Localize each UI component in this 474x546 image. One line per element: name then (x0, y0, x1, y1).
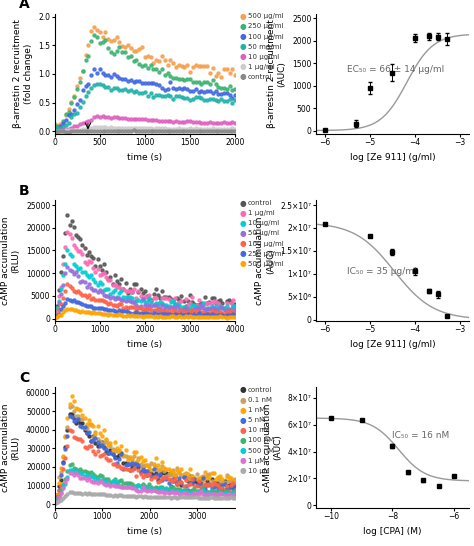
Y-axis label: β-arrestin 2 recruitment
(AUC): β-arrestin 2 recruitment (AUC) (267, 20, 286, 128)
Text: ●: ● (239, 436, 246, 445)
Text: 1 µg/ml: 1 µg/ml (247, 64, 274, 70)
Text: ●: ● (239, 32, 246, 41)
Text: ●: ● (239, 229, 246, 238)
Text: 5 nM: 5 nM (247, 417, 265, 423)
X-axis label: time (s): time (s) (128, 526, 163, 536)
X-axis label: time (s): time (s) (128, 340, 163, 349)
X-axis label: log [CPA] (M): log [CPA] (M) (363, 526, 422, 536)
Text: 500 nM: 500 nM (247, 448, 274, 454)
Text: 500 µg/ml: 500 µg/ml (247, 261, 283, 267)
Text: C: C (19, 371, 29, 384)
Text: ●: ● (239, 209, 246, 218)
Text: ●: ● (239, 199, 246, 207)
Text: 1 µg/ml: 1 µg/ml (247, 210, 274, 216)
Text: 10 nM: 10 nM (247, 428, 269, 434)
Text: ●: ● (239, 42, 246, 51)
Y-axis label: cAMP accumulation
(AUC): cAMP accumulation (AUC) (263, 403, 282, 492)
Text: ●: ● (239, 219, 246, 228)
Text: IC₅₀ = 35 µg/ml: IC₅₀ = 35 µg/ml (347, 267, 417, 276)
Text: ●: ● (239, 416, 246, 425)
Text: 10 µg/ml: 10 µg/ml (247, 221, 279, 227)
X-axis label: log [Ze 911] (g/ml): log [Ze 911] (g/ml) (350, 340, 435, 349)
Text: 10 µM: 10 µM (247, 468, 269, 474)
Text: A: A (19, 0, 30, 11)
Text: 100 nM: 100 nM (247, 437, 274, 443)
Text: 50 mg/ml: 50 mg/ml (247, 44, 281, 50)
Text: 100 µg/ml: 100 µg/ml (247, 241, 283, 247)
Text: ●: ● (239, 385, 246, 395)
Text: 50 µg/ml: 50 µg/ml (247, 230, 279, 236)
Text: control: control (247, 74, 272, 80)
Text: ●: ● (239, 466, 246, 476)
Text: EC₅₀ = 66 ± 14 µg/ml: EC₅₀ = 66 ± 14 µg/ml (347, 65, 445, 74)
Text: ●: ● (239, 52, 246, 61)
Text: 250 µg/ml: 250 µg/ml (247, 251, 283, 257)
X-axis label: log [Ze 911] (g/ml): log [Ze 911] (g/ml) (350, 153, 435, 162)
Y-axis label: β-arrestin 2 recruitment
(fold change): β-arrestin 2 recruitment (fold change) (13, 20, 33, 128)
Text: control: control (247, 200, 272, 206)
Y-axis label: cAMP accumulation
(RLU): cAMP accumulation (RLU) (1, 216, 20, 305)
Text: ●: ● (239, 259, 246, 268)
Y-axis label: cAMP accumulation
(RLU): cAMP accumulation (RLU) (1, 403, 20, 492)
Text: 100 µg/ml: 100 µg/ml (247, 34, 283, 39)
X-axis label: time (s): time (s) (128, 153, 163, 162)
Text: IC₅₀ = 16 nM: IC₅₀ = 16 nM (392, 431, 450, 440)
Text: ●: ● (239, 12, 246, 21)
Text: 10 µg/ml: 10 µg/ml (247, 54, 279, 60)
Text: 0.1 nM: 0.1 nM (247, 397, 272, 403)
Text: B: B (19, 183, 29, 198)
Text: control: control (247, 387, 272, 393)
Text: ●: ● (239, 249, 246, 258)
Text: ●: ● (239, 456, 246, 465)
Text: ●: ● (239, 406, 246, 415)
Text: ●: ● (239, 73, 246, 81)
Text: ●: ● (239, 396, 246, 405)
Text: ●: ● (239, 22, 246, 31)
Text: 1 µM: 1 µM (247, 458, 265, 464)
Text: ●: ● (239, 426, 246, 435)
Y-axis label: cAMP accumulation
(AUC): cAMP accumulation (AUC) (255, 216, 275, 305)
Text: 500 µg/ml: 500 µg/ml (247, 14, 283, 19)
Text: 250 µg/ml: 250 µg/ml (247, 23, 283, 29)
Text: ●: ● (239, 239, 246, 248)
Text: 1 nM: 1 nM (247, 407, 265, 413)
Text: ●: ● (239, 62, 246, 72)
Text: ●: ● (239, 446, 246, 455)
